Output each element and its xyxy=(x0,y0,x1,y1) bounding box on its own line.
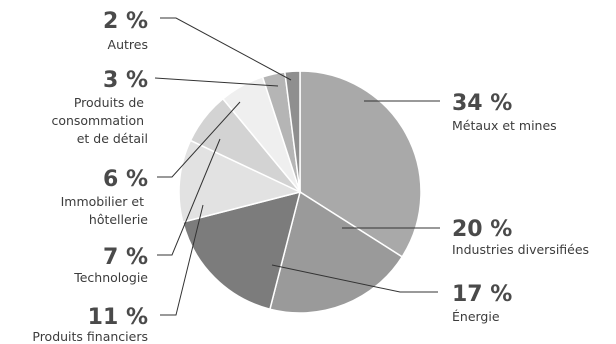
slice-label-financiers: Produits financiers xyxy=(32,329,148,344)
slice-value-technologie: 7 % xyxy=(103,245,148,270)
slice-label-technologie: Technologie xyxy=(73,270,148,285)
leader-line-energie xyxy=(271,264,438,293)
leader-line-consommation xyxy=(154,77,279,87)
slice-value-financiers: 11 % xyxy=(88,305,148,330)
slice-value-energie: 17 % xyxy=(452,282,512,307)
slice-label-consommation: Produits de consommation et de détail xyxy=(51,95,148,146)
slice-value-industries: 20 % xyxy=(452,217,512,242)
slice-value-metaux: 34 % xyxy=(452,91,512,116)
slice-value-consommation: 3 % xyxy=(103,68,148,93)
leader-line-financiers xyxy=(160,204,204,316)
leader-line-autres xyxy=(160,17,292,81)
slice-value-autres: 2 % xyxy=(103,9,148,34)
pie-slice-autres xyxy=(283,70,301,193)
pie-slices xyxy=(178,70,422,314)
pie-slice-industries xyxy=(268,190,404,314)
pie-slice-financiers xyxy=(178,139,303,224)
slice-label-autres: Autres xyxy=(108,37,148,52)
slice-value-immobilier: 6 % xyxy=(103,167,148,192)
slice-label-energie: Énergie xyxy=(452,309,500,324)
leader-lines xyxy=(154,17,440,316)
slice-label-industries: Industries diversifiées xyxy=(452,242,589,257)
slice-label-metaux: Métaux et mines xyxy=(452,118,557,133)
slice-label-immobilier: Immobilier et hôtellerie xyxy=(61,194,149,227)
pie-slice-energie xyxy=(181,190,302,311)
leader-line-immobilier xyxy=(157,101,241,178)
leader-line-technologie xyxy=(157,138,221,256)
